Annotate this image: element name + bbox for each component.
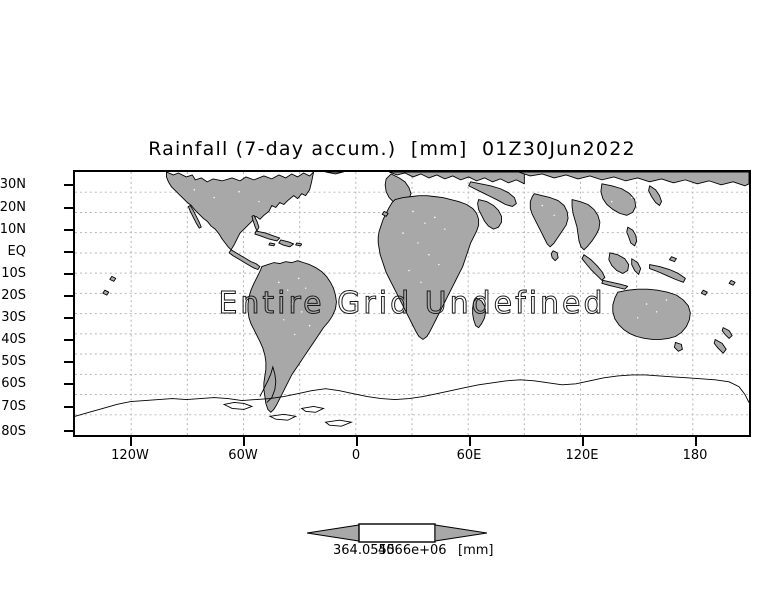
x-tick-label-120E: 120E bbox=[565, 448, 599, 463]
colorbar-units-label: [mm] bbox=[458, 543, 494, 558]
land-arabia bbox=[477, 199, 502, 230]
y-tick-mark-50S bbox=[64, 361, 73, 363]
y-tick-mark-40S bbox=[64, 339, 73, 341]
world-map-svg bbox=[75, 172, 749, 435]
x-tick-label-0: 0 bbox=[351, 448, 361, 463]
y-tick-label-50S: 50S bbox=[1, 354, 26, 369]
map-plot-area[interactable]: Entire Grid Undefined bbox=[73, 170, 751, 437]
land-philippines bbox=[626, 226, 638, 247]
land-australia bbox=[612, 288, 691, 340]
x-tick-mark-0 bbox=[356, 437, 358, 446]
y-tick-mark-10S bbox=[64, 273, 73, 275]
y-tick-label-70S: 70S bbox=[1, 399, 26, 414]
x-tick-mark-120E bbox=[582, 437, 584, 446]
colorbar-low-arrow bbox=[307, 524, 360, 542]
y-tick-label-10N: 10N bbox=[0, 222, 26, 237]
colorbar[interactable] bbox=[307, 521, 487, 545]
colorbar-min-label: 364.0555 bbox=[333, 543, 396, 558]
y-tick-label-EQ: EQ bbox=[7, 244, 26, 259]
x-tick-label-180: 180 bbox=[682, 448, 708, 463]
land-island-small-1 bbox=[109, 275, 117, 282]
land-jamaica bbox=[268, 242, 276, 247]
page-title: Rainfall (7-day accum.) [mm] 01Z30Jun202… bbox=[148, 138, 636, 160]
colorbar-high-arrow bbox=[434, 524, 487, 542]
land-island-small-5 bbox=[728, 279, 736, 286]
y-tick-label-30N: 30N bbox=[0, 177, 26, 192]
land-java bbox=[601, 279, 629, 290]
land-new-guinea bbox=[649, 264, 686, 283]
land-tasmania bbox=[673, 341, 683, 352]
land-europe bbox=[388, 172, 525, 185]
land-island-small-2 bbox=[102, 289, 110, 296]
landmasses bbox=[102, 172, 749, 413]
y-tick-mark-20S bbox=[64, 295, 73, 297]
undefined-data-speckle bbox=[193, 188, 668, 336]
y-tick-mark-80S bbox=[64, 430, 73, 432]
land-central-america bbox=[228, 249, 261, 270]
y-tick-mark-60S bbox=[64, 383, 73, 385]
land-south-america bbox=[247, 260, 337, 413]
land-island-small-3 bbox=[381, 210, 389, 217]
land-baja-california bbox=[187, 205, 202, 229]
land-greenland bbox=[325, 172, 344, 175]
land-cuba bbox=[254, 230, 281, 242]
y-tick-label-40S: 40S bbox=[1, 332, 26, 347]
x-tick-mark-180 bbox=[695, 437, 697, 446]
y-tick-label-80S: 80S bbox=[1, 424, 26, 439]
x-tick-mark-60W bbox=[243, 437, 245, 446]
land-sri-lanka bbox=[550, 250, 559, 262]
land-east-asia bbox=[600, 183, 637, 216]
land-japan bbox=[648, 185, 662, 206]
land-madagascar bbox=[472, 297, 487, 329]
land-india bbox=[529, 193, 569, 248]
y-tick-mark-EQ bbox=[64, 251, 73, 253]
land-florida bbox=[251, 214, 260, 232]
x-tick-label-60E: 60E bbox=[456, 448, 482, 463]
land-island-small-4 bbox=[700, 289, 708, 296]
land-island-small-6 bbox=[669, 256, 677, 263]
y-tick-mark-20N bbox=[64, 207, 73, 209]
y-tick-mark-10N bbox=[64, 229, 73, 231]
land-north-america bbox=[166, 172, 315, 251]
y-tick-label-20N: 20N bbox=[0, 200, 26, 215]
y-tick-label-30S: 30S bbox=[1, 310, 26, 325]
x-tick-mark-120W bbox=[130, 437, 132, 446]
x-tick-mark-60E bbox=[469, 437, 471, 446]
colorbar-max-label: 4066e+06 bbox=[378, 543, 447, 558]
x-tick-label-120W: 120W bbox=[111, 448, 149, 463]
antarctica-coastline bbox=[75, 365, 749, 427]
y-tick-mark-70S bbox=[64, 406, 73, 408]
land-sumatra bbox=[581, 254, 606, 281]
land-new-zealand-south bbox=[713, 339, 727, 354]
y-tick-mark-30S bbox=[64, 317, 73, 319]
colorbar-box bbox=[358, 523, 436, 543]
colorbar-labels: 364.0555 4066e+06 [mm] bbox=[150, 543, 650, 561]
y-tick-label-60S: 60S bbox=[1, 376, 26, 391]
x-tick-label-60W: 60W bbox=[228, 448, 258, 463]
land-puerto-rico bbox=[295, 242, 303, 247]
land-middle-east bbox=[468, 181, 517, 207]
land-new-zealand-north bbox=[721, 327, 733, 339]
land-hispaniola bbox=[278, 239, 295, 248]
land-borneo bbox=[608, 252, 630, 274]
land-southeast-asia bbox=[571, 199, 601, 251]
y-tick-label-20S: 20S bbox=[1, 288, 26, 303]
land-sulawesi bbox=[631, 258, 642, 275]
land-africa bbox=[377, 195, 480, 340]
y-tick-mark-30N bbox=[64, 184, 73, 186]
y-tick-label-10S: 10S bbox=[1, 266, 26, 281]
land-asia-north bbox=[517, 172, 749, 187]
colorbar-svg bbox=[307, 523, 487, 543]
